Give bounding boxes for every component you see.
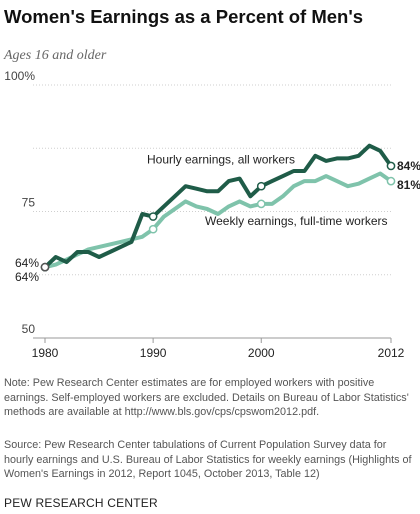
weekly-series-label: Weekly earnings, full-time workers xyxy=(205,214,388,228)
x-tick-label: 2012 xyxy=(378,346,405,360)
weekly-start-label: 64% xyxy=(15,270,39,284)
chart-source: Source: Pew Research Center tabulations … xyxy=(4,439,412,480)
hourly-end-label: 84% xyxy=(397,159,420,173)
x-tick-label: 1990 xyxy=(140,346,167,360)
start-point-marker xyxy=(40,262,50,272)
data-point-marker xyxy=(148,212,158,221)
series-line-hourly xyxy=(43,143,393,270)
x-tick-label: 2000 xyxy=(248,346,275,360)
chart-note: Note: Pew Research Center estimates are … xyxy=(4,377,409,418)
data-point-marker xyxy=(386,161,396,171)
hourly-series-label: Hourly earnings, all workers xyxy=(147,152,295,166)
y-tick-label: 50 xyxy=(22,322,36,336)
brand-footer: PEW RESEARCH CENTER xyxy=(4,496,158,510)
data-point-marker xyxy=(256,181,266,191)
series-line-weekly xyxy=(43,171,393,270)
y-tick-label: 100% xyxy=(4,70,35,83)
weekly-end-label: 81% xyxy=(397,178,420,192)
y-tick-label: 75 xyxy=(22,196,36,210)
data-point-marker xyxy=(386,176,396,186)
data-point-marker xyxy=(148,224,158,234)
chart-title: Women's Earnings as a Percent of Men's xyxy=(4,6,364,27)
line-chart: 50 75 100% 1980 1990 2000 2012 84% 81% 64%64% Ho… xyxy=(4,70,420,360)
hourly-start-label: 64% xyxy=(15,256,39,270)
chart-subtitle: Ages 16 and older xyxy=(4,48,107,63)
data-point-marker xyxy=(256,199,266,209)
x-tick-label: 1980 xyxy=(32,346,59,360)
